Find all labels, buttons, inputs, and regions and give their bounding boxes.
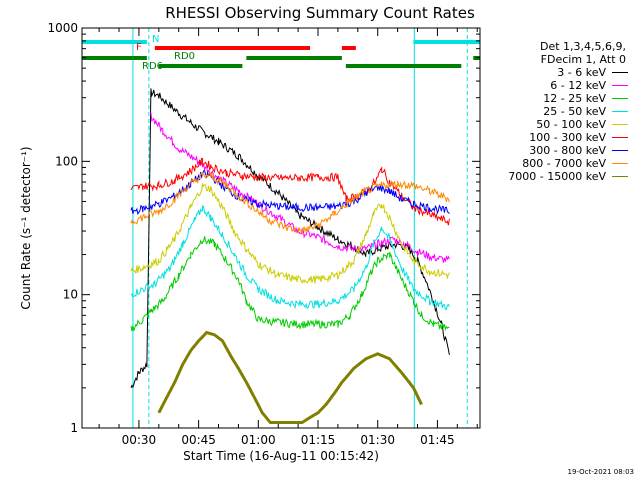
legend-label: 800 - 7000 keV: [522, 157, 606, 170]
y-tick-label-3: 1000: [47, 21, 78, 35]
timestamp: 19-Oct-2021 08:03: [567, 468, 634, 476]
legend-swatch: [612, 176, 628, 177]
legend-label: 300 - 800 keV: [529, 144, 606, 157]
x-tick-label-5: 01:45: [420, 433, 455, 447]
legend-label: 3 - 6 keV: [557, 66, 606, 79]
x-tick-label-0: 00:30: [122, 433, 157, 447]
legend-label: 100 - 300 keV: [529, 131, 606, 144]
series-line-8: [157, 330, 423, 424]
legend-swatch: [612, 137, 628, 138]
legend-item-4: 50 - 100 keV: [478, 118, 630, 131]
series-line-0: [130, 88, 450, 389]
legend-swatch: [612, 72, 628, 73]
legend-item-7: 800 - 7000 keV: [478, 157, 630, 170]
x-axis-label: Start Time (16-Aug-11 00:15:42): [183, 449, 379, 463]
y-tick-label-2: 100: [55, 154, 78, 168]
series-line-6: [130, 170, 450, 216]
legend-item-1: 6 - 12 keV: [478, 79, 630, 92]
legend-swatch: [612, 85, 628, 86]
legend-swatch: [612, 150, 628, 151]
legend-label: 25 - 50 keV: [543, 105, 606, 118]
chart-title: RHESSI Observing Summary Count Rates: [165, 4, 475, 22]
y-tick-label-1: 10: [63, 288, 78, 302]
series-line-3: [130, 205, 450, 311]
legend-header-line1: Det 1,3,4,5,6,9,: [539, 40, 626, 53]
legend-label: 12 - 25 keV: [543, 92, 606, 105]
flag-label-rd0: RD0: [174, 51, 195, 62]
x-tick-label-4: 01:30: [360, 433, 395, 447]
flag-label-n: N: [152, 34, 159, 45]
x-tick-label-1: 00:45: [181, 433, 216, 447]
series-line-7: [130, 172, 450, 235]
legend-swatch: [612, 163, 628, 164]
legend: Det 1,3,4,5,6,9, FDecim 1, Att 0 3 - 6 k…: [478, 40, 630, 183]
legend-item-0: 3 - 6 keV: [478, 66, 630, 79]
flag-label-rd6: RD6: [142, 61, 163, 72]
legend-item-6: 300 - 800 keV: [478, 144, 630, 157]
legend-item-3: 25 - 50 keV: [478, 105, 630, 118]
legend-label: 50 - 100 keV: [536, 118, 606, 131]
series-line-1: [150, 112, 450, 263]
legend-label: 7000 - 15000 keV: [508, 170, 606, 183]
x-tick-label-2: 01:00: [241, 433, 276, 447]
flag-label-f: F: [136, 42, 142, 53]
legend-item-2: 12 - 25 keV: [478, 92, 630, 105]
legend-label: 6 - 12 keV: [550, 79, 606, 92]
legend-item-5: 100 - 300 keV: [478, 131, 630, 144]
legend-swatch: [612, 124, 628, 125]
legend-swatch: [612, 111, 628, 112]
legend-header-line2: FDecim 1, Att 0: [540, 53, 626, 66]
y-tick-label-0: 1: [70, 421, 78, 435]
y-axis-label: Count Rate (s⁻¹ detector⁻¹): [19, 146, 33, 309]
x-tick-label-3: 01:15: [301, 433, 336, 447]
series-line-4: [130, 183, 450, 284]
plot-frame: [81, 27, 481, 429]
series-line-2: [130, 236, 450, 332]
legend-swatch: [612, 98, 628, 99]
legend-item-8: 7000 - 15000 keV: [478, 170, 630, 183]
